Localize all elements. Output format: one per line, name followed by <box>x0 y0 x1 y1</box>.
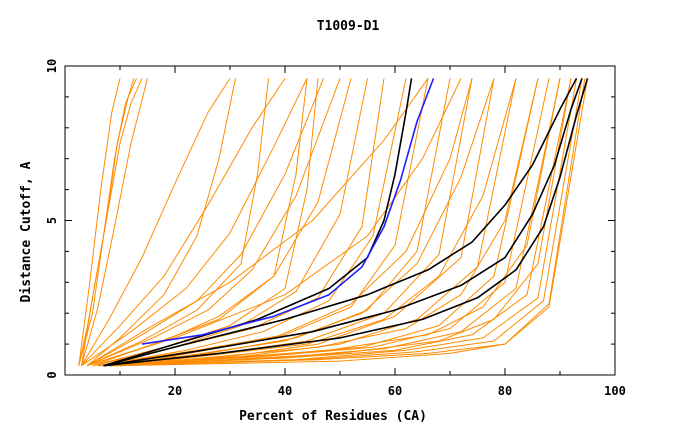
series-line-right-2 <box>103 78 550 367</box>
y-axis-label: Distance Cutoff, A <box>19 161 34 302</box>
series-line-right-8 <box>114 78 588 367</box>
series-line-cross-2 <box>86 78 429 367</box>
x-tick-label-40: 40 <box>278 384 292 398</box>
chart-title: T1009-D1 <box>317 19 380 34</box>
series-line-steep-36 <box>86 78 269 367</box>
series-line-fan-4 <box>86 78 324 367</box>
series-line-highlight-black-1 <box>103 78 413 367</box>
y-tick-label-5: 5 <box>45 217 59 224</box>
series-line-fan-3 <box>81 78 308 367</box>
series-line-mid-7 <box>103 78 495 367</box>
x-tick-label-20: 20 <box>168 384 182 398</box>
series-line-mid-1 <box>92 78 368 367</box>
series-line-fan-1 <box>81 78 231 366</box>
y-tick-label-10: 10 <box>45 59 59 73</box>
series-line-fan-5 <box>86 78 341 367</box>
x-tick-label-60: 60 <box>388 384 402 398</box>
series-line-right-9 <box>119 78 572 367</box>
tick-layer: 20 40 60 80 100 0 5 10 <box>45 59 626 398</box>
y-tick-label-0: 0 <box>45 371 59 378</box>
series-line-highlight-black-4 <box>103 78 589 367</box>
series-line-fan-2 <box>81 78 286 367</box>
series-line-right-4 <box>108 78 572 367</box>
series-line-cross-1 <box>86 78 462 367</box>
x-axis-label: Percent of Residues (CA) <box>239 409 427 424</box>
series-line-right-10 <box>119 78 561 367</box>
series-line-mid-4 <box>97 78 429 367</box>
series-line-highlight-black-3 <box>103 78 583 367</box>
series-line-bundle-left-4 <box>78 78 121 366</box>
series-line-right-13 <box>119 78 495 367</box>
series-line-bundle-left-3 <box>81 78 135 366</box>
series-layer <box>78 78 589 367</box>
x-tick-label-80: 80 <box>498 384 512 398</box>
series-line-right-7 <box>114 78 586 367</box>
x-tick-label-100: 100 <box>604 384 626 398</box>
series-line-steep-28 <box>86 78 236 367</box>
series-line-highlight-blue <box>141 78 435 345</box>
series-line-right-12 <box>119 78 517 367</box>
series-line-highlight-black-2 <box>103 78 578 367</box>
series-line-fan-6 <box>86 78 352 367</box>
series-line-bundle-left-5 <box>81 78 148 366</box>
